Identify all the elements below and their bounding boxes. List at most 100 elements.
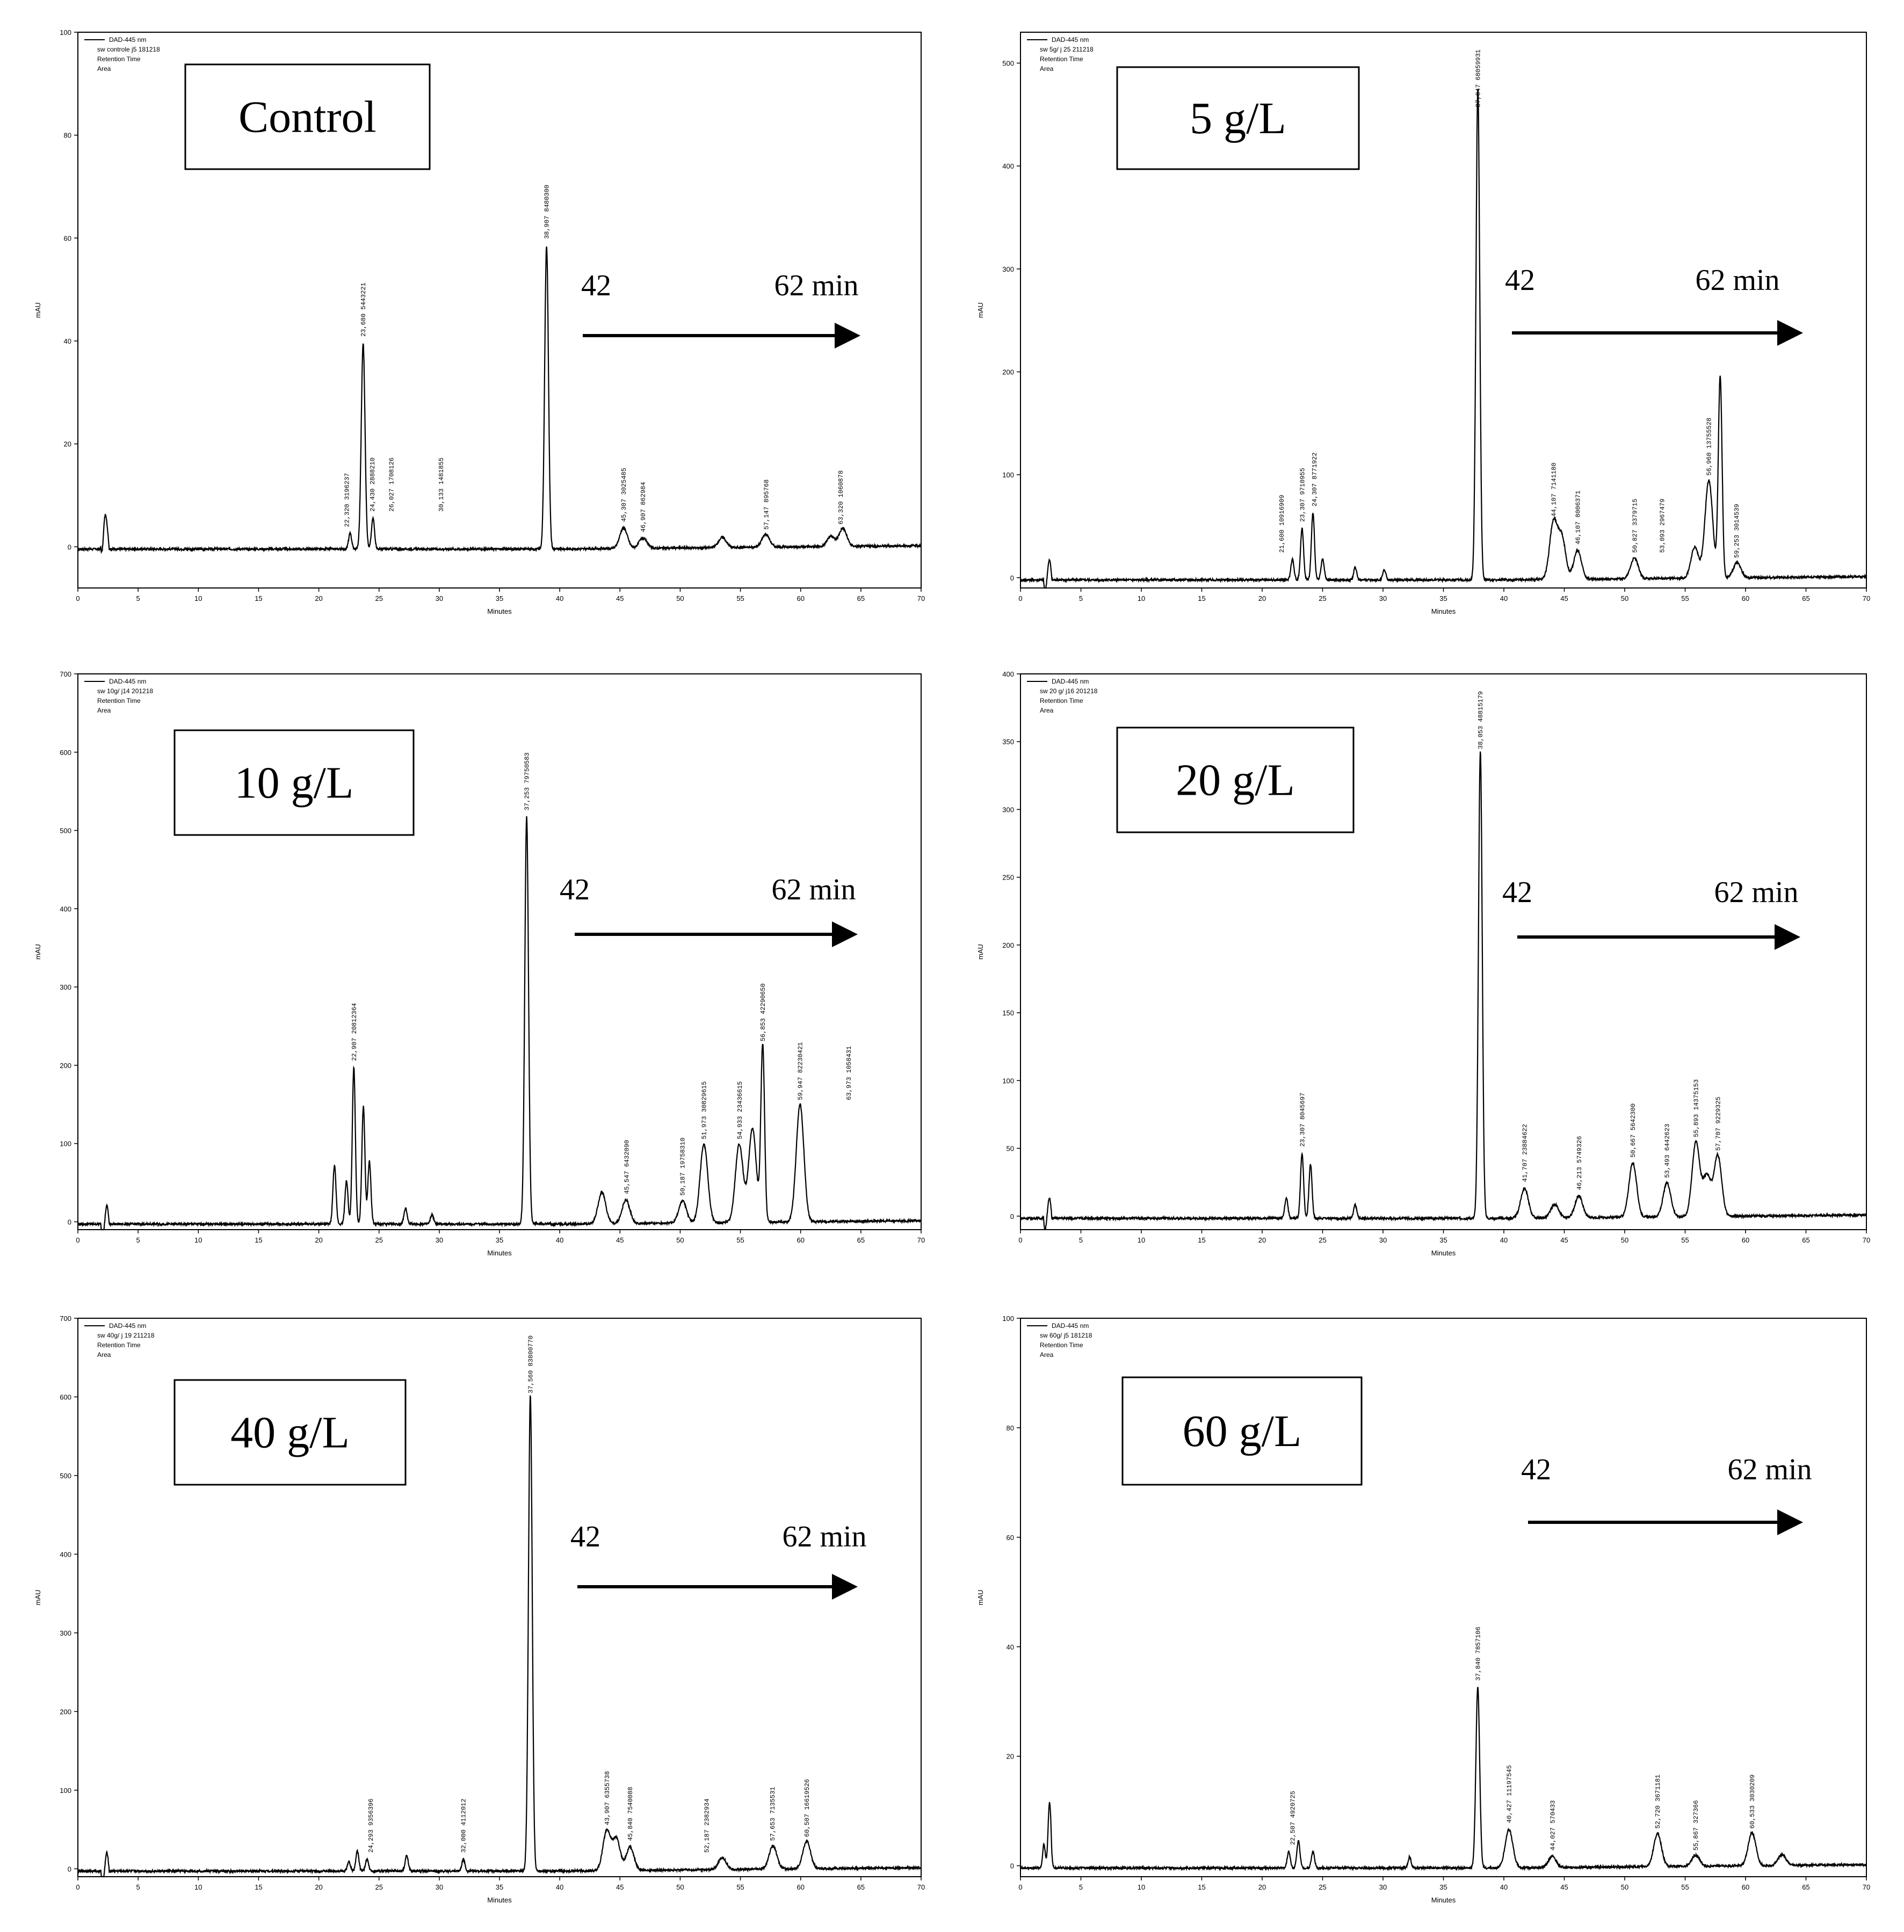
x-tick-label: 45 (1560, 594, 1568, 602)
peak-label: 53,493 6442623 (1664, 1124, 1671, 1178)
x-tick-label: 40 (1500, 1236, 1508, 1244)
y-tick-label: 0 (68, 543, 71, 551)
peak-label: 45,307 3025485 (620, 468, 628, 522)
peak-label: 37,847 68059931 (1475, 49, 1482, 107)
title-box (173, 729, 415, 836)
x-tick-label: 25 (1319, 594, 1326, 602)
y-tick-label: 200 (60, 1062, 71, 1070)
legend-entry: Retention Time (1040, 1341, 1083, 1349)
y-tick-label: 40 (64, 337, 71, 345)
peak-label: 44,107 7141180 (1550, 463, 1558, 517)
y-tick-label: 300 (60, 1629, 71, 1637)
title-box (1116, 727, 1355, 833)
window-end-label: 62 min (782, 1520, 866, 1553)
y-tick-label: 350 (1002, 738, 1014, 746)
y-axis-label: mAU (976, 302, 984, 318)
title-box (1121, 1376, 1363, 1486)
x-tick-label: 20 (315, 1883, 322, 1891)
x-tick-label: 65 (857, 1236, 865, 1244)
x-axis-label: Minutes (487, 1896, 512, 1904)
y-tick-label: 0 (1010, 1212, 1014, 1221)
peak-label: 38,907 8480300 (544, 185, 551, 239)
x-tick-label: 65 (1802, 1883, 1809, 1891)
y-axis-label: mAU (34, 944, 42, 960)
x-tick-label: 65 (1802, 594, 1809, 602)
x-axis-label: Minutes (487, 1249, 512, 1257)
y-tick-label: 100 (1002, 1314, 1014, 1323)
y-tick-label: 500 (60, 827, 71, 835)
y-tick-label: 400 (60, 905, 71, 913)
y-tick-label: 100 (1002, 471, 1014, 479)
peak-label: 57,147 895768 (763, 480, 771, 530)
y-tick-label: 500 (1002, 60, 1014, 68)
x-tick-label: 0 (76, 1883, 79, 1891)
x-tick-label: 15 (1198, 1883, 1205, 1891)
legend-entry: sw 60g/ j5 181218 (1040, 1332, 1092, 1339)
y-tick-label: 40 (1007, 1643, 1014, 1651)
x-tick-label: 30 (1379, 594, 1387, 602)
peak-label: 56,960 13755528 (1706, 418, 1713, 476)
legend-entry: DAD-445 nm (109, 1322, 146, 1330)
peak-label: 41,707 23884622 (1521, 1124, 1529, 1182)
x-tick-label: 40 (556, 594, 563, 602)
x-tick-label: 55 (736, 594, 744, 602)
y-tick-label: 400 (1002, 670, 1014, 678)
x-tick-label: 5 (1079, 1236, 1083, 1244)
y-tick-label: 100 (1002, 1077, 1014, 1085)
x-tick-label: 55 (1681, 1883, 1689, 1891)
legend-entry: DAD-445 nm (1052, 36, 1089, 43)
peak-label: 38,053 48815179 (1477, 691, 1485, 749)
y-tick-label: 600 (60, 1393, 71, 1401)
x-tick-label: 70 (917, 1236, 925, 1244)
peak-label: 59,253 3014539 (1733, 504, 1741, 558)
legend-entry: sw 40g/ j 19 211218 (97, 1332, 155, 1339)
legend-entry: Retention Time (1040, 697, 1083, 704)
x-tick-label: 35 (1439, 594, 1447, 602)
peak-label: 37,840 7857106 (1474, 1626, 1482, 1681)
panel-title: 20 g/L (1176, 756, 1295, 805)
legend-entry: DAD-445 nm (109, 678, 146, 685)
x-tick-label: 35 (496, 1236, 503, 1244)
x-tick-label: 30 (1379, 1236, 1387, 1244)
y-tick-label: 100 (60, 1140, 71, 1148)
peak-label: 45,547 6432090 (624, 1140, 631, 1194)
x-tick-label: 55 (736, 1236, 744, 1244)
y-tick-label: 0 (1010, 574, 1014, 582)
window-end-label: 62 min (1695, 264, 1779, 297)
x-tick-label: 45 (616, 594, 624, 602)
peak-label: 32,000 4112012 (460, 1799, 468, 1853)
chromatogram-trace (77, 1395, 922, 1878)
y-tick-label: 600 (60, 749, 71, 757)
peak-label: 26,027 1708126 (388, 457, 396, 512)
peak-label: 50,667 5642300 (1630, 1103, 1637, 1158)
x-tick-label: 40 (556, 1883, 563, 1891)
x-tick-label: 70 (917, 1883, 925, 1891)
y-tick-label: 60 (1007, 1534, 1014, 1542)
x-tick-label: 20 (1258, 594, 1266, 602)
x-tick-label: 45 (1560, 1883, 1568, 1891)
x-tick-label: 10 (194, 1883, 202, 1891)
x-tick-label: 50 (676, 1883, 684, 1891)
x-tick-label: 25 (1319, 1883, 1326, 1891)
x-tick-label: 25 (375, 1883, 382, 1891)
legend-entry: sw 20 g/ j16 201218 (1040, 687, 1098, 695)
y-axis-label: mAU (976, 1590, 984, 1606)
x-tick-label: 30 (436, 1883, 443, 1891)
peak-label: 45,840 7540088 (627, 1787, 634, 1841)
x-tick-label: 35 (1439, 1883, 1447, 1891)
y-tick-label: 80 (64, 132, 71, 140)
x-tick-label: 0 (76, 594, 79, 602)
peak-label: 55,867 327366 (1692, 1800, 1700, 1851)
y-tick-label: 50 (1007, 1145, 1014, 1153)
x-tick-label: 65 (857, 594, 865, 602)
title-box (184, 63, 431, 170)
x-tick-label: 20 (315, 594, 322, 602)
peak-label: 46,213 5749326 (1576, 1136, 1583, 1190)
peak-label: 23,680 5443221 (360, 282, 367, 337)
peak-label: 40,427 11197545 (1506, 1765, 1514, 1823)
peak-label: 51,973 30829615 (701, 1081, 708, 1139)
peak-label: 63,973 1058431 (845, 1046, 853, 1100)
y-axis-label: mAU (34, 302, 42, 318)
x-tick-label: 5 (136, 1236, 140, 1244)
